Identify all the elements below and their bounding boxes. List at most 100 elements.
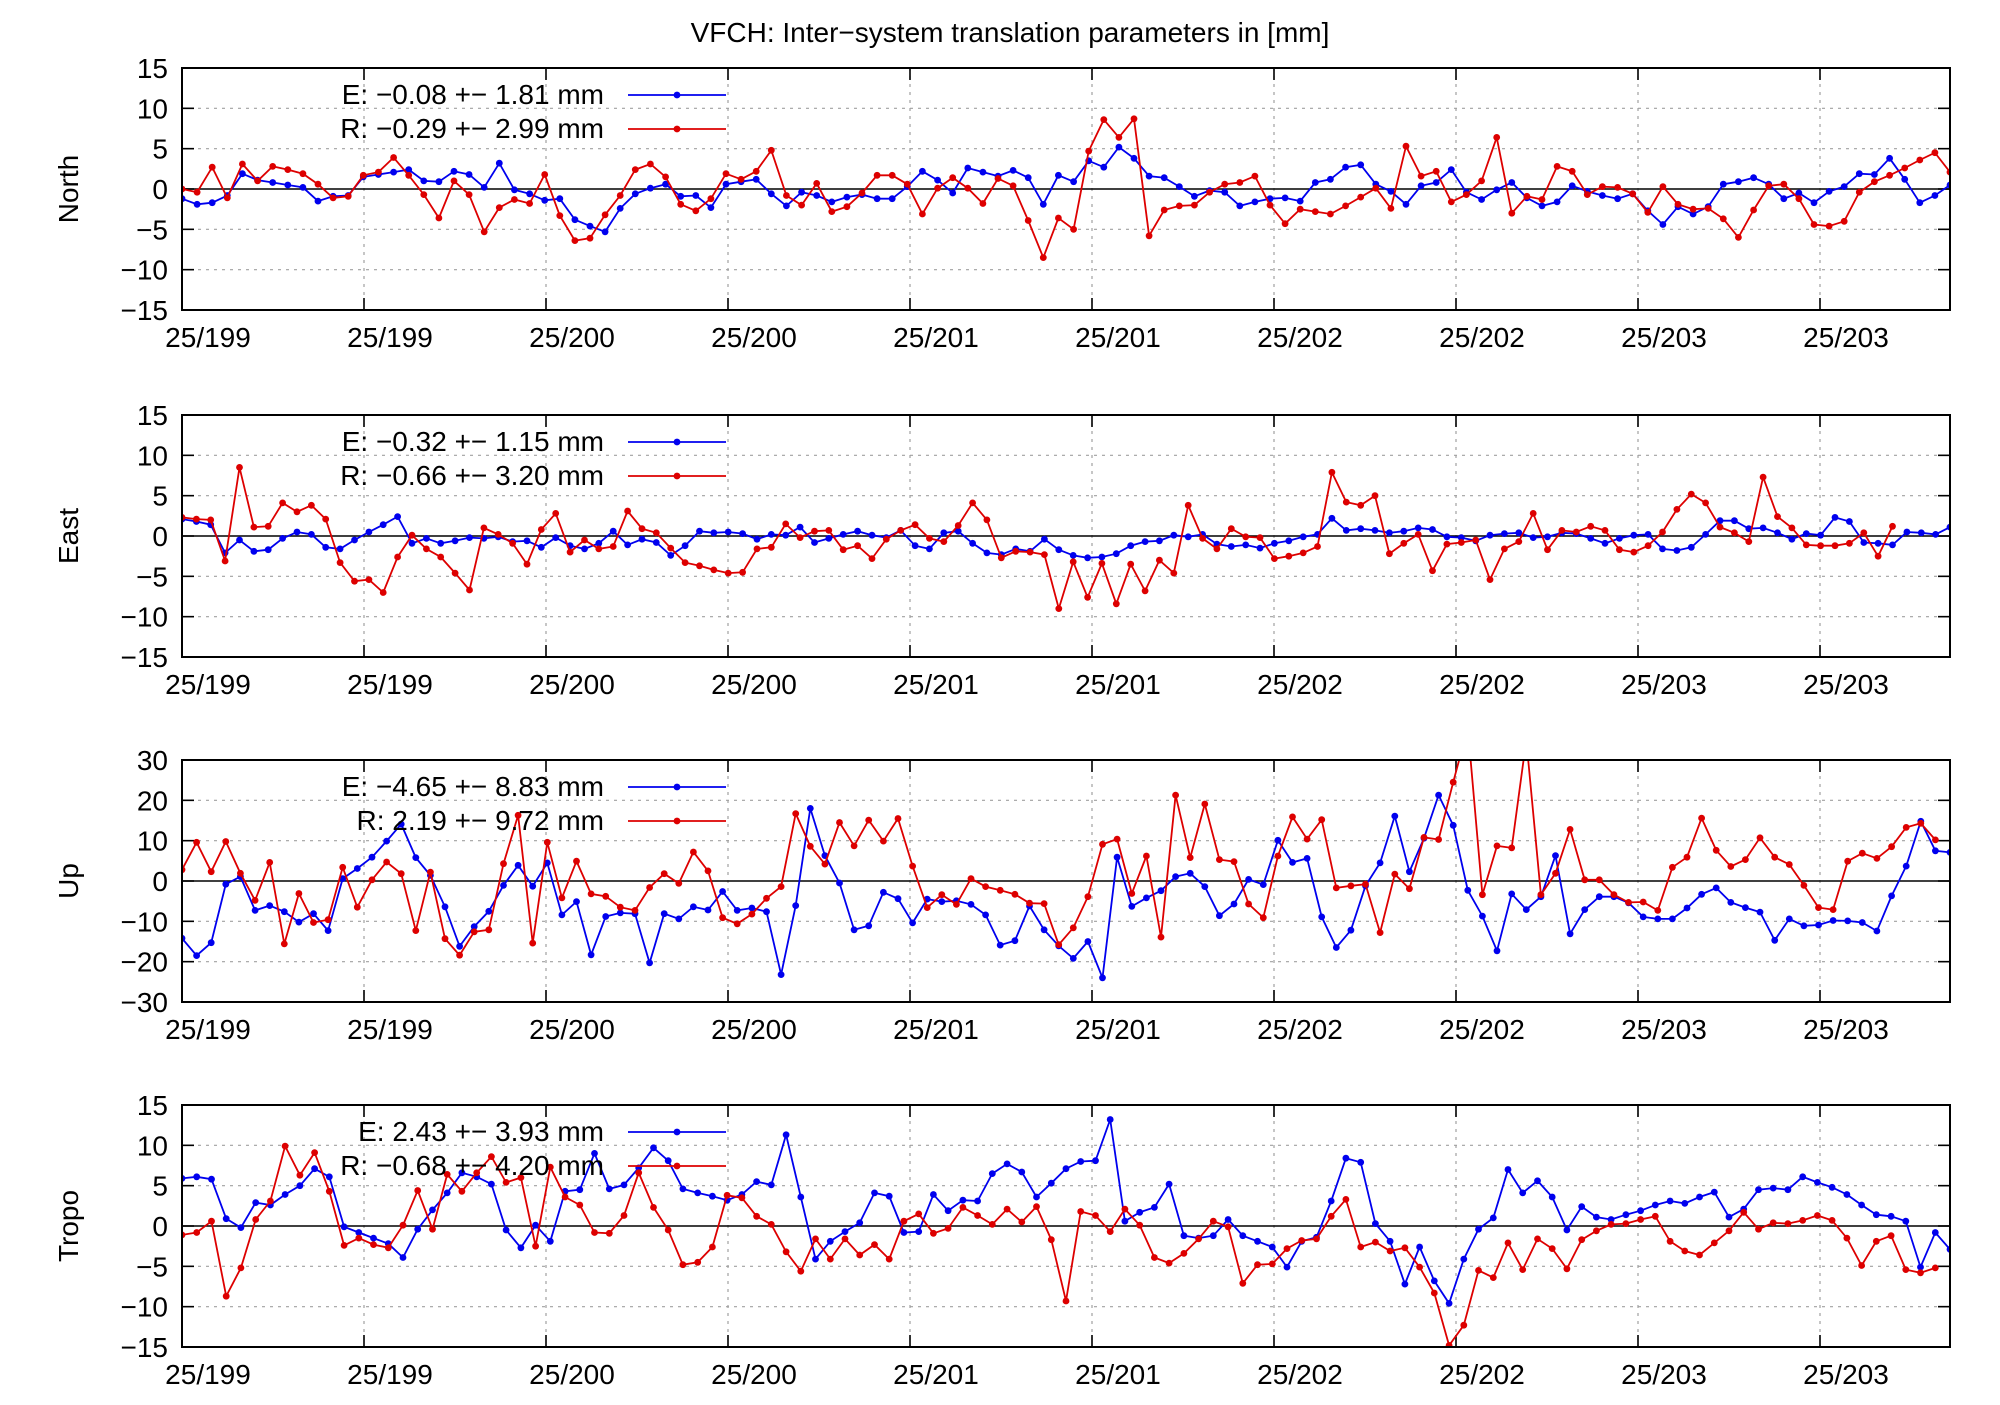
data-point (1712, 884, 1720, 892)
data-point (1100, 163, 1108, 171)
legend-marker (673, 817, 681, 825)
data-point (1012, 547, 1020, 555)
data-point (1902, 1266, 1910, 1273)
data-point (1756, 908, 1764, 916)
data-point (1387, 205, 1395, 212)
data-point (856, 1251, 864, 1259)
data-point (1165, 1259, 1173, 1267)
data-point (1534, 1177, 1541, 1185)
x-tick-label: 25/202 (1439, 1359, 1525, 1390)
data-point (1040, 926, 1048, 934)
data-point (222, 880, 230, 888)
y-tick-label: 5 (152, 481, 168, 512)
data-point (753, 545, 761, 553)
data-point (458, 1169, 466, 1177)
data-point (616, 205, 624, 212)
data-point (250, 547, 258, 555)
data-point (811, 539, 818, 546)
data-point (1417, 182, 1425, 190)
x-tick-label: 25/199 (165, 1359, 251, 1390)
data-point (638, 535, 646, 543)
data-point (1725, 1227, 1733, 1235)
data-point (1160, 206, 1168, 214)
data-point (1077, 1208, 1085, 1215)
plot-frame (181, 759, 1951, 1003)
panel-north: −15 −10 −5 0 5 10 15 25/199 25/199 25/200 25/200 25… (53, 53, 1951, 353)
data-point (1607, 1221, 1615, 1228)
data-point (1519, 1266, 1527, 1273)
data-point (1386, 550, 1393, 558)
data-point (429, 1206, 436, 1214)
data-point (1887, 1212, 1895, 1220)
data-point (1479, 912, 1486, 920)
data-point (1254, 1237, 1261, 1245)
data-point (1810, 199, 1818, 207)
data-point (1478, 196, 1485, 203)
data-point (620, 1212, 628, 1219)
data-point (777, 971, 785, 978)
data-point (368, 853, 376, 861)
data-point (724, 528, 732, 536)
data-point (620, 1181, 628, 1189)
data-point (1033, 1193, 1040, 1201)
data-point (1593, 1227, 1600, 1235)
data-point (1128, 903, 1136, 910)
legend-marker (673, 1162, 681, 1170)
data-point (1858, 1201, 1865, 1209)
data-point (1283, 1245, 1291, 1252)
data-point (923, 904, 931, 911)
grid-lines (182, 760, 1950, 1002)
data-point (365, 528, 373, 536)
data-point (1719, 215, 1727, 223)
data-point (1156, 537, 1163, 545)
data-point (591, 1229, 598, 1236)
data-point (1432, 179, 1440, 186)
x-tick-label: 25/201 (1075, 322, 1161, 353)
data-point (1429, 567, 1436, 575)
data-point (1669, 863, 1676, 871)
data-point (1702, 531, 1709, 538)
data-point (1449, 821, 1457, 829)
data-point (1151, 1204, 1158, 1211)
data-point (488, 1153, 495, 1160)
x-tick-label: 25/202 (1257, 669, 1343, 700)
data-point (825, 535, 833, 542)
data-point (690, 903, 697, 911)
data-point (783, 202, 790, 210)
data-point (681, 542, 689, 550)
data-point (1386, 1247, 1394, 1255)
data-point (394, 553, 401, 561)
data-point (1740, 1208, 1748, 1216)
data-point (1815, 921, 1822, 929)
data-point (1259, 881, 1267, 888)
data-point (1689, 210, 1697, 218)
data-point (502, 1226, 510, 1234)
data-point (609, 527, 617, 535)
data-point (1112, 550, 1120, 558)
data-point (325, 1173, 333, 1181)
data-point (526, 200, 533, 207)
data-point (1725, 1213, 1733, 1221)
data-point (707, 204, 715, 212)
data-point (1888, 843, 1895, 851)
data-point (938, 891, 946, 899)
data-point (954, 522, 962, 529)
data-point (1666, 1197, 1674, 1205)
data-point (940, 529, 948, 537)
data-point (1780, 195, 1788, 203)
data-point (1026, 899, 1033, 907)
data-point (543, 838, 551, 846)
x-tick-label: 25/200 (529, 1014, 615, 1045)
data-point (1430, 1289, 1438, 1297)
data-point (1673, 506, 1681, 513)
data-point (1769, 1184, 1777, 1192)
data-point (797, 1193, 805, 1201)
data-point (1432, 167, 1440, 175)
data-point (873, 195, 881, 203)
y-tick-label: −5 (136, 214, 168, 245)
data-point (854, 527, 861, 535)
data-point (652, 539, 660, 546)
data-point (1654, 907, 1662, 914)
data-point (601, 211, 609, 219)
